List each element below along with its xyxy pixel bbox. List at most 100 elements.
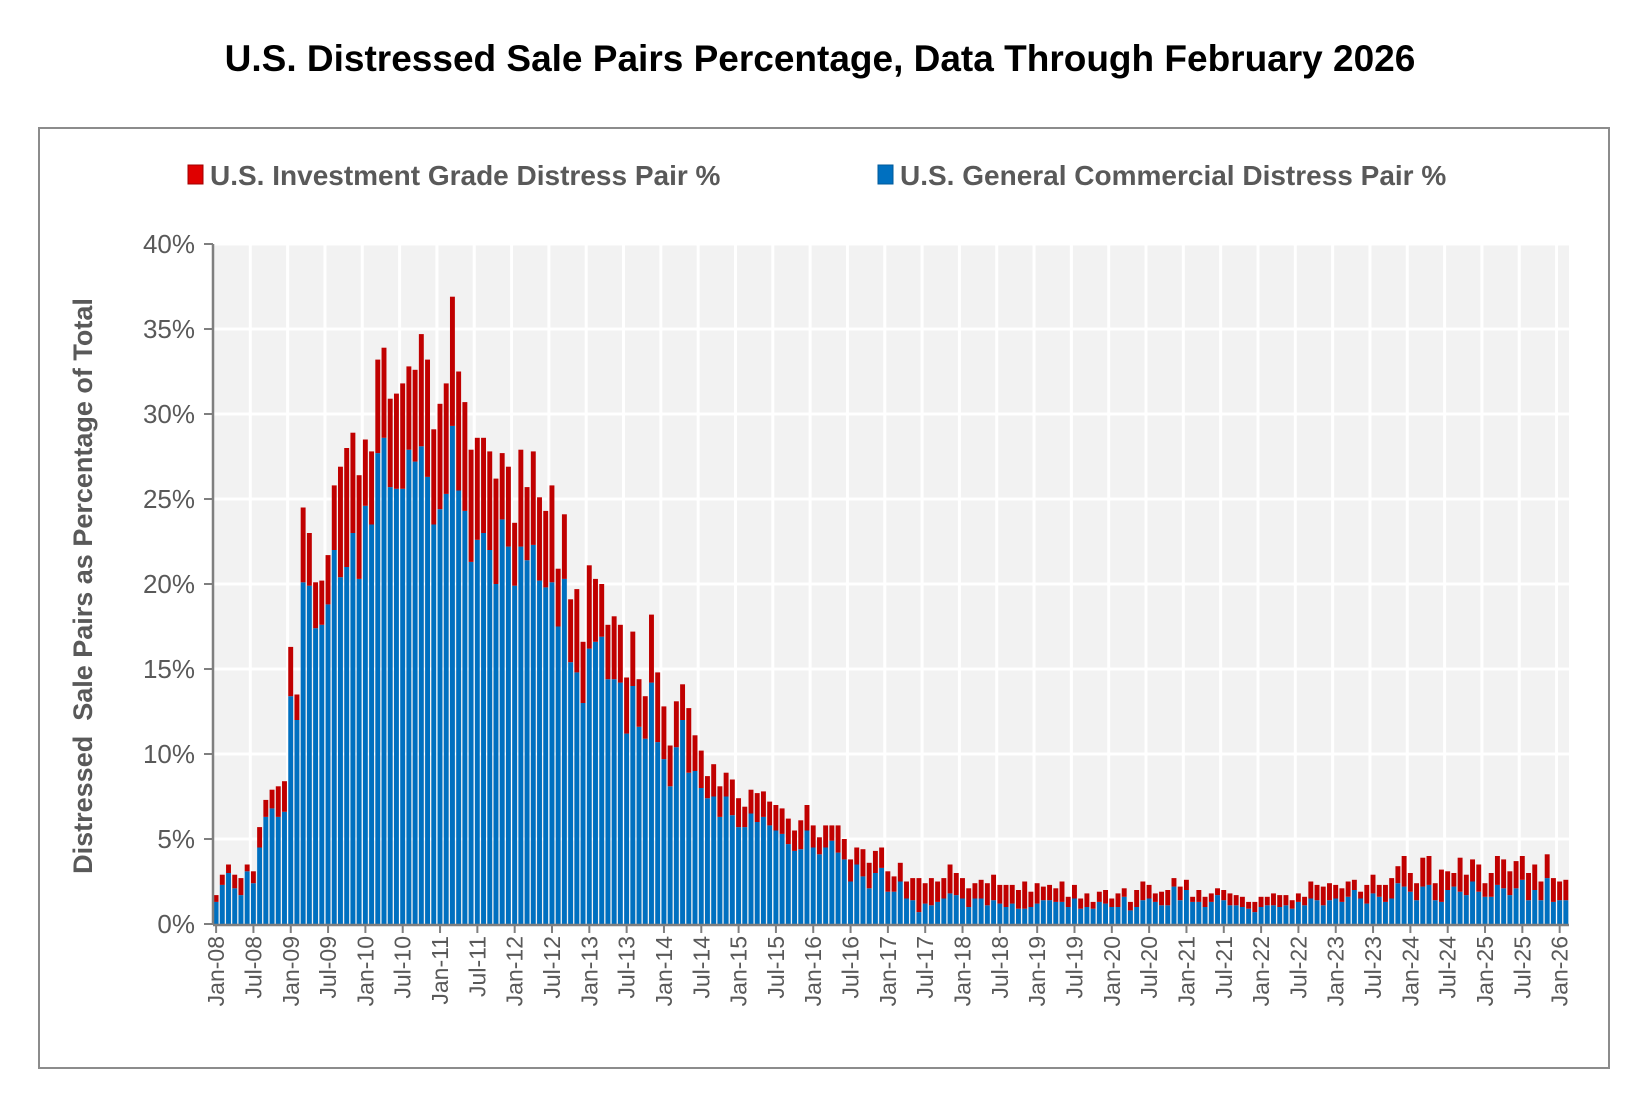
bar-general-commercial	[393, 488, 399, 924]
y-tick-label: 40%	[143, 229, 195, 259]
bar-general-commercial	[294, 720, 300, 924]
bar-general-commercial	[1239, 907, 1245, 924]
bar-investment-grade	[1227, 893, 1233, 906]
x-tick-label: Jul-25	[1509, 936, 1535, 999]
bar-general-commercial	[1177, 900, 1183, 924]
bar-investment-grade	[804, 805, 810, 831]
bar-general-commercial	[723, 796, 729, 924]
bar-investment-grade	[344, 448, 350, 567]
bar-investment-grade	[537, 497, 542, 581]
bar-investment-grade	[1134, 890, 1140, 907]
bar-general-commercial	[649, 682, 654, 924]
bar-general-commercial	[829, 840, 835, 924]
bar-investment-grade	[798, 820, 804, 850]
bar-general-commercial	[1389, 898, 1395, 924]
bar-general-commercial	[456, 490, 462, 924]
bar-investment-grade	[1401, 856, 1407, 887]
bar-general-commercial	[1090, 908, 1096, 924]
bar-general-commercial	[960, 898, 965, 924]
bar-investment-grade	[1501, 859, 1507, 889]
bar-investment-grade	[947, 864, 953, 894]
bar-investment-grade	[792, 830, 797, 851]
bar-general-commercial	[1519, 879, 1525, 924]
bar-investment-grade	[661, 706, 667, 760]
bar-investment-grade	[984, 883, 990, 906]
chart-frame	[38, 127, 1610, 1069]
bar-general-commercial	[375, 453, 381, 924]
bar-investment-grade	[1376, 884, 1382, 897]
bar-investment-grade	[232, 874, 238, 889]
bar-investment-grade	[1190, 896, 1196, 902]
bar-investment-grade	[313, 582, 319, 629]
bar-investment-grade	[462, 402, 468, 511]
bar-general-commercial	[1028, 907, 1034, 924]
bar-investment-grade	[1438, 869, 1444, 902]
bar-investment-grade	[829, 825, 835, 841]
x-tick-label: Jan-14	[651, 936, 677, 1007]
bars	[213, 296, 1569, 924]
bar-investment-grade	[568, 599, 574, 663]
bar-investment-grade	[580, 641, 586, 703]
bar-investment-grade	[736, 798, 742, 828]
bar-general-commercial	[300, 582, 306, 924]
x-tick-label: Jan-12	[502, 936, 528, 1006]
bar-investment-grade	[1215, 888, 1220, 896]
bar-general-commercial	[1096, 901, 1102, 924]
bar-general-commercial	[282, 811, 287, 924]
bar-general-commercial	[1252, 912, 1258, 924]
bar-general-commercial	[624, 733, 630, 924]
bar-investment-grade	[1165, 890, 1171, 906]
bar-investment-grade	[816, 837, 822, 855]
bar-investment-grade	[960, 878, 965, 899]
bar-investment-grade	[586, 565, 592, 649]
bar-investment-grade	[412, 369, 418, 462]
bar-investment-grade	[431, 429, 437, 525]
bar-general-commercial	[1451, 886, 1457, 924]
bar-general-commercial	[1501, 888, 1507, 924]
bar-investment-grade	[1420, 857, 1426, 887]
bar-investment-grade	[630, 631, 636, 686]
bar-investment-grade	[505, 466, 511, 547]
bar-investment-grade	[1494, 856, 1500, 885]
bar-investment-grade	[872, 850, 878, 873]
bar-general-commercial	[928, 905, 934, 924]
bar-general-commercial	[661, 759, 667, 924]
bar-general-commercial	[804, 830, 810, 924]
bar-general-commercial	[798, 849, 804, 924]
bar-investment-grade	[1320, 886, 1326, 906]
x-tick-label: Jul-15	[763, 936, 789, 999]
y-axis-title: Distressed Sale Pairs as Percentage of T…	[68, 298, 98, 874]
bar-general-commercial	[1401, 886, 1407, 924]
bar-general-commercial	[493, 584, 499, 924]
bar-general-commercial	[866, 888, 872, 924]
bar-general-commercial	[1146, 898, 1152, 924]
bar-general-commercial	[512, 585, 518, 924]
bar-investment-grade	[1364, 884, 1370, 904]
bar-general-commercial	[1308, 898, 1314, 924]
bar-general-commercial	[1420, 886, 1426, 924]
bar-general-commercial	[1526, 900, 1531, 924]
bar-general-commercial	[947, 893, 953, 924]
bar-investment-grade	[1028, 891, 1034, 907]
x-tick-labels: Jan-08 Jul-08 Jan-09 Jul-09 Jan-10 Jul-10 Jan-…	[203, 936, 1573, 1007]
bar-general-commercial	[1358, 898, 1364, 924]
bar-general-commercial	[518, 546, 524, 924]
bar-investment-grade	[897, 862, 903, 882]
bar-general-commercial	[1407, 891, 1413, 924]
bar-general-commercial	[586, 648, 592, 924]
bar-general-commercial	[226, 873, 231, 924]
bar-investment-grade	[1103, 890, 1109, 904]
bar-investment-grade	[1445, 871, 1451, 890]
x-tick-label: Jul-08	[240, 936, 266, 999]
bar-general-commercial	[636, 726, 642, 924]
bar-general-commercial	[313, 628, 319, 924]
x-tick-label: Jul-24	[1435, 936, 1461, 999]
bar-investment-grade	[698, 750, 704, 788]
x-tick-label: Jan-24	[1397, 936, 1423, 1007]
x-tick-label: Jan-17	[875, 936, 901, 1006]
x-tick-label: Jan-18	[950, 936, 976, 1006]
bar-general-commercial	[350, 533, 356, 924]
bar-investment-grade	[1327, 883, 1332, 901]
bar-general-commercial	[642, 738, 648, 924]
bar-general-commercial	[275, 816, 281, 924]
